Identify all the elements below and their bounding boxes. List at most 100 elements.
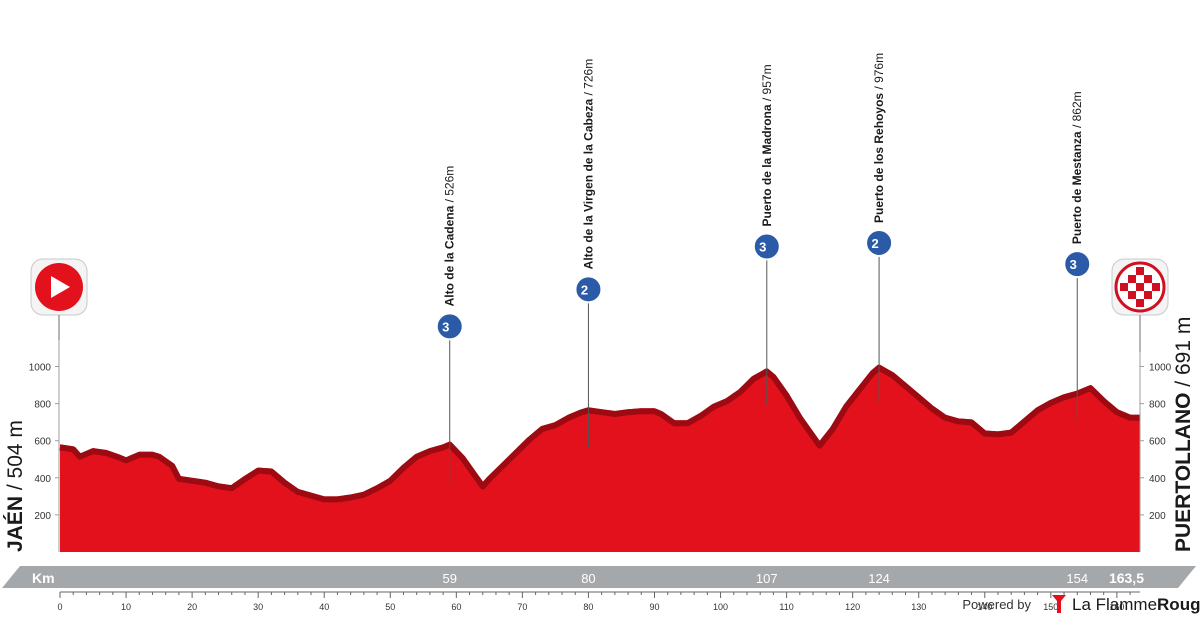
- total-distance-label: 163,5: [1109, 570, 1144, 586]
- climb-name-label: Alto de la Cadena / 526m: [443, 166, 457, 307]
- climb-category-label: 2: [581, 282, 588, 297]
- climb-marker-4: 2 Puerto de los Rehoyos / 976m: [865, 53, 894, 401]
- x-tick-label: 70: [517, 602, 527, 612]
- finish-sep: /: [1172, 375, 1195, 393]
- finish-town-altitude: 691 m: [1172, 317, 1195, 375]
- y-tick-label-left: 800: [34, 400, 51, 411]
- climb-name: Alto de la Virgen de la Cabeza: [581, 99, 595, 270]
- climb-km-label: 80: [581, 571, 595, 586]
- climb-km-labels: 59 80 107 124 154: [442, 571, 1088, 586]
- start-town-altitude: 504 m: [4, 420, 27, 478]
- climb-category-label: 3: [759, 239, 766, 254]
- y-tick-label-right: 1000: [1149, 363, 1172, 374]
- climb-name-label: Alto de la Virgen de la Cabeza / 726m: [581, 59, 595, 270]
- x-tick-label: 130: [911, 602, 926, 612]
- climb-name-label: Puerto de los Rehoyos / 976m: [872, 53, 886, 223]
- climb-category-icon: [574, 275, 603, 304]
- x-tick-label: 90: [649, 602, 659, 612]
- x-tick-label: 120: [845, 602, 860, 612]
- x-tick-label: 150: [1043, 602, 1058, 612]
- climb-altitude: / 957m: [760, 64, 774, 104]
- climb-marker-3: 3 Puerto de la Madrona / 957m: [752, 64, 781, 405]
- climb-marker-5: 3 Puerto de Mestanza / 862m: [1063, 91, 1092, 423]
- km-bar: Km 163,5: [2, 566, 1196, 588]
- x-tick-label: 60: [451, 602, 461, 612]
- x-tick-label: 20: [187, 602, 197, 612]
- climb-category-icon: [1063, 250, 1092, 279]
- climb-category-label: 3: [442, 319, 449, 334]
- finish-town-label: PUERTOLLANO / 691 m: [1172, 317, 1195, 552]
- checker-square: [1144, 275, 1152, 283]
- climb-name: Puerto de la Madrona: [760, 104, 774, 226]
- finish-marker: [1111, 258, 1169, 316]
- y-tick-label-left: 600: [34, 437, 51, 448]
- brand-footer: Powered by La FlammeRouge: [962, 595, 1200, 614]
- checker-square: [1128, 275, 1136, 283]
- climb-category-icon: [865, 228, 894, 257]
- brand-name-accent: Rouge: [1157, 595, 1200, 614]
- km-bar-label: Km: [32, 570, 55, 586]
- climb-altitude: / 862m: [1070, 91, 1084, 131]
- km-bar-shape: [2, 566, 1196, 588]
- y-tick-label-left: 1000: [29, 363, 52, 374]
- y-tick-label-right: 600: [1149, 437, 1166, 448]
- climb-name: Puerto de Mestanza: [1070, 131, 1084, 244]
- checker-square: [1128, 291, 1136, 299]
- finish-town-text: PUERTOLLANO / 691 m: [1172, 317, 1195, 552]
- finish-town-name: PUERTOLLANO: [1172, 393, 1195, 552]
- start-marker: [30, 258, 88, 316]
- profile-area: [60, 364, 1140, 552]
- climb-name: Alto de la Cadena: [443, 205, 457, 306]
- climb-category-label: 3: [1070, 257, 1077, 272]
- climb-category-icon: [752, 232, 781, 261]
- y-tick-label-right: 400: [1149, 474, 1166, 485]
- brand-name: La FlammeRouge: [1072, 595, 1200, 614]
- start-town-text: JAÉN / 504 m: [4, 420, 27, 552]
- x-tick-label: 80: [583, 602, 593, 612]
- climb-name-label: Puerto de la Madrona / 957m: [760, 64, 774, 226]
- y-tick-label-left: 400: [34, 474, 51, 485]
- x-tick-label: 140: [977, 602, 992, 612]
- checker-square: [1120, 283, 1128, 291]
- climb-km-label: 59: [442, 571, 456, 586]
- y-tick-label-right: 800: [1149, 400, 1166, 411]
- climb-altitude: / 726m: [581, 59, 595, 99]
- checker-square: [1136, 299, 1144, 307]
- x-tick-label: 10: [121, 602, 131, 612]
- powered-by-text: Powered by: [962, 597, 1031, 612]
- climb-km-label: 124: [868, 571, 890, 586]
- checker-square: [1152, 283, 1160, 291]
- climb-marker-1: 3 Alto de la Cadena / 526m: [435, 166, 464, 485]
- climb-name: Puerto de los Rehoyos: [872, 93, 886, 223]
- climb-altitude: / 526m: [443, 166, 457, 206]
- climb-name-label: Puerto de Mestanza / 862m: [1070, 91, 1084, 244]
- x-tick-label: 40: [319, 602, 329, 612]
- play-triangle-icon: [51, 276, 70, 298]
- climb-markers-layer: 3 Alto de la Cadena / 526m 2 Alto de la Vir…: [435, 53, 1092, 485]
- climb-category-label: 2: [871, 236, 878, 251]
- x-axis-ticks: 0 10 20 30 40 50 60 70 80 90 100 110 120 130 140 150 160: [57, 591, 1140, 612]
- checker-square: [1144, 291, 1152, 299]
- climb-altitude: / 976m: [872, 53, 886, 93]
- x-tick-label: 30: [253, 602, 263, 612]
- climb-km-label: 107: [756, 571, 778, 586]
- start-town-name: JAÉN: [4, 496, 27, 552]
- checker-square: [1136, 283, 1144, 291]
- x-tick-label: 100: [713, 602, 728, 612]
- start-sep: /: [4, 478, 27, 496]
- checkered-flag-icon: [1120, 267, 1160, 307]
- x-tick-label: 0: [57, 602, 62, 612]
- flame-logo-icon: [1052, 595, 1066, 613]
- x-tick-label: 160: [1109, 602, 1124, 612]
- climb-km-label: 154: [1066, 571, 1088, 586]
- start-town-label: JAÉN / 504 m: [4, 420, 27, 552]
- climb-category-icon: [435, 312, 464, 341]
- y-tick-label-right: 200: [1149, 511, 1166, 522]
- brand-name-main: La Flamme: [1072, 595, 1157, 614]
- x-tick-label: 50: [385, 602, 395, 612]
- x-tick-label: 110: [779, 602, 793, 612]
- profile-layer: [59, 364, 1140, 552]
- climb-marker-2: 2 Alto de la Virgen de la Cabeza / 726m: [574, 59, 603, 448]
